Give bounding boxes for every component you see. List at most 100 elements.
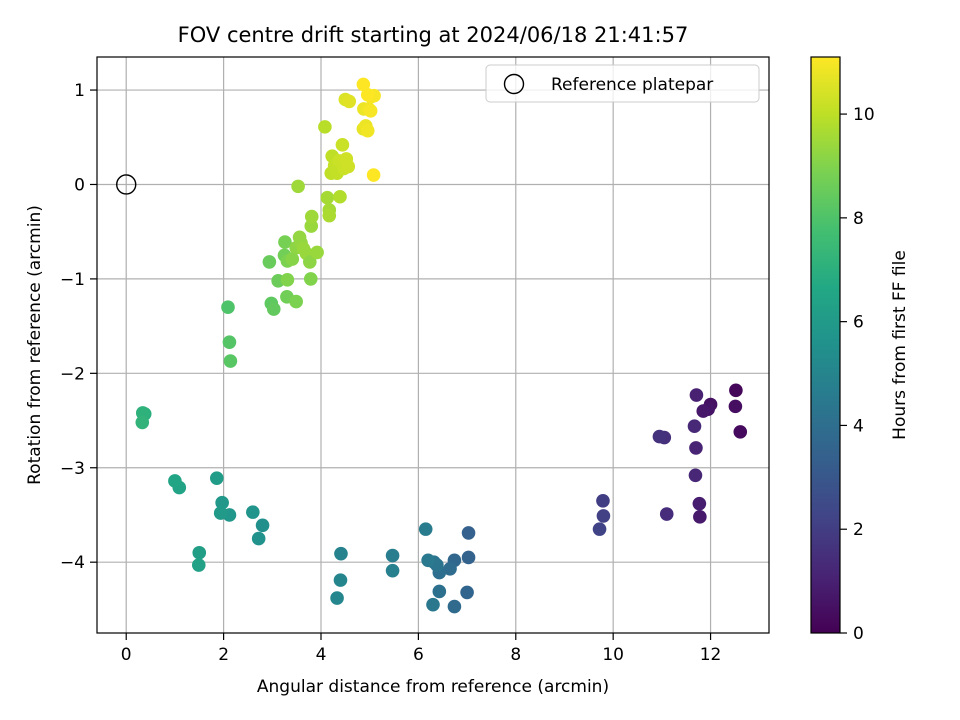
plot-frame — [96, 56, 770, 634]
scatter-point — [333, 573, 348, 587]
colorbar-gradient — [811, 57, 840, 633]
scatter-point — [333, 189, 347, 204]
scatter-point — [223, 354, 238, 368]
colorbar-frame — [810, 56, 841, 634]
scatter-point — [213, 506, 228, 520]
data-points — [135, 77, 748, 614]
scatter-point — [418, 522, 433, 536]
scatter-point — [322, 208, 337, 223]
scatter-point — [385, 548, 400, 563]
scatter-point — [320, 190, 335, 205]
y-axis-label: Rotation from reference (arcmin) — [25, 205, 45, 485]
scatter-point — [461, 526, 476, 540]
x-tick-label: 10 — [602, 645, 624, 665]
scatter-point — [652, 429, 667, 444]
chart-title: FOV centre drift starting at 2024/06/18 … — [178, 23, 689, 47]
scatter-point — [221, 300, 235, 315]
scatter-point — [363, 104, 378, 118]
colorbar: 0 2 4 6 8 10 Hours from first FF file — [810, 56, 910, 644]
x-tick-label: 2 — [218, 645, 229, 665]
scatter-point — [596, 509, 611, 523]
scatter-point — [289, 294, 303, 309]
x-tick-label: 0 — [121, 645, 132, 665]
scatter-point — [432, 584, 447, 599]
scatter-point — [303, 255, 317, 269]
y-tick-label: −2 — [60, 364, 85, 384]
scatter-point — [255, 518, 270, 533]
scatter-point — [285, 252, 300, 266]
scatter-point — [262, 255, 277, 269]
scatter-point — [729, 383, 743, 398]
scatter-point — [689, 441, 703, 455]
colorbar-ticks: 0 2 4 6 8 10 — [840, 105, 875, 644]
scatter-point — [280, 273, 295, 287]
colorbar-tick-label: 10 — [853, 105, 875, 125]
colorbar-tick-label: 8 — [853, 209, 864, 229]
colorbar-label: Hours from first FF file — [890, 250, 910, 440]
scatter-point — [426, 597, 440, 612]
reference-marker — [116, 174, 137, 195]
scatter-point — [696, 404, 711, 418]
colorbar-tick-label: 6 — [853, 313, 864, 333]
scatter-point — [688, 468, 703, 483]
scatter-point — [461, 550, 476, 565]
x-axis-ticks: 0 2 4 6 8 10 12 — [121, 633, 722, 665]
scatter-point — [291, 179, 305, 194]
scatter-point — [366, 168, 381, 182]
y-tick-label: −1 — [60, 270, 85, 290]
legend-label: Reference platepar — [551, 75, 713, 95]
scatter-point — [209, 471, 224, 485]
colorbar-tick-label: 0 — [853, 624, 864, 644]
scatter-point — [135, 415, 150, 430]
scatter-point — [733, 425, 748, 439]
scatter-point — [310, 245, 324, 260]
scatter-point — [215, 495, 229, 510]
x-tick-label: 4 — [316, 645, 327, 665]
legend-box — [485, 64, 760, 103]
scatter-point — [341, 159, 356, 174]
legend-marker — [503, 73, 525, 95]
y-axis-ticks: −4 −3 −2 −1 0 1 — [60, 81, 97, 573]
scatter-point — [330, 591, 344, 605]
scatter-point — [687, 419, 702, 434]
scatter-point — [360, 87, 375, 102]
scatter-point — [342, 94, 357, 109]
x-tick-label: 8 — [510, 645, 521, 665]
colorbar-tick-label: 2 — [853, 520, 864, 540]
scatter-point — [659, 507, 674, 521]
scatter-point — [192, 545, 207, 560]
scatter-point — [191, 558, 206, 572]
x-tick-label: 12 — [700, 645, 722, 665]
scatter-point — [303, 272, 318, 286]
scatter-point — [693, 510, 707, 524]
y-tick-label: −3 — [60, 459, 85, 479]
y-tick-label: 1 — [74, 81, 85, 101]
scatter-point — [335, 138, 350, 152]
scatter-point — [318, 120, 332, 134]
reference-point — [116, 174, 137, 195]
scatter-point — [447, 599, 462, 614]
scatter-point — [304, 209, 319, 224]
scatter-point — [385, 563, 400, 578]
scatter-point — [266, 302, 281, 316]
x-tick-label: 6 — [413, 645, 424, 665]
y-tick-label: 0 — [74, 175, 85, 195]
scatter-point — [360, 123, 375, 138]
scatter-point — [443, 561, 457, 576]
scatter-point — [334, 546, 348, 561]
scatter-point — [692, 496, 707, 511]
colorbar-tick-label: 4 — [853, 416, 864, 436]
scatter-point — [689, 388, 704, 402]
scatter-point — [596, 494, 610, 508]
scatter-point — [251, 531, 266, 546]
scatter-point — [246, 505, 260, 519]
scatter-point — [278, 235, 292, 249]
y-tick-label: −4 — [60, 553, 85, 573]
scatter-point — [222, 335, 237, 349]
scatter-point — [592, 522, 607, 536]
scatter-point — [460, 585, 474, 600]
scatter-point — [728, 399, 743, 414]
scatter-point — [168, 474, 182, 488]
scatter-point — [356, 77, 371, 92]
